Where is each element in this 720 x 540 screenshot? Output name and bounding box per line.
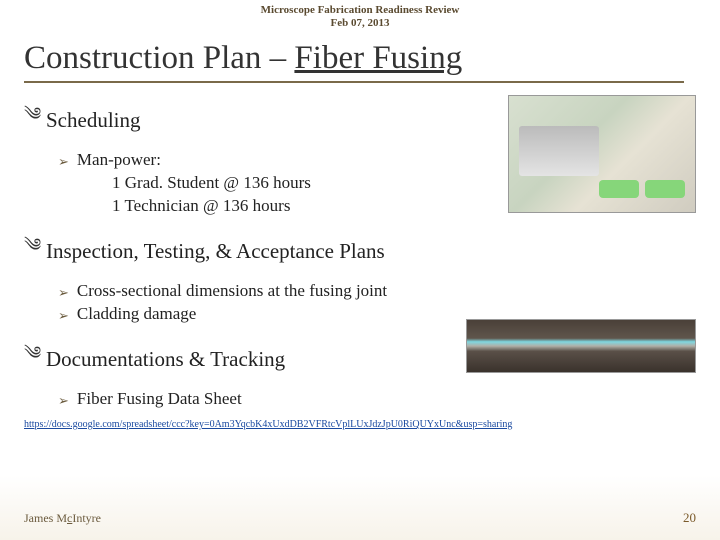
list-item: ➢ Fiber Fusing Data Sheet: [58, 388, 696, 411]
bullet-icon: ༄: [24, 226, 40, 276]
list-item: ➢ Cross-sectional dimensions at the fusi…: [58, 280, 696, 303]
chevron-icon: ➢: [58, 153, 69, 172]
item-label: Cross-sectional dimensions at the fusing…: [77, 280, 387, 303]
chevron-icon: ➢: [58, 284, 69, 303]
item-label: Man-power:: [77, 149, 161, 172]
author-pre: James M: [24, 511, 67, 525]
workbench-photo: [508, 95, 696, 213]
chevron-icon: ➢: [58, 307, 69, 326]
author-post: Intyre: [72, 511, 101, 525]
bullet-icon: ༄: [24, 95, 40, 145]
page-number: 20: [683, 510, 696, 526]
event-title: Microscope Fabrication Readiness Review: [24, 4, 696, 17]
footer-author: James McIntyre: [24, 511, 101, 526]
section-heading: Scheduling: [46, 108, 141, 133]
item-label: Fiber Fusing Data Sheet: [77, 388, 242, 411]
title-rule: [24, 81, 684, 83]
title-emphasis: Fiber Fusing: [294, 40, 462, 76]
header-meta: Microscope Fabrication Readiness Review …: [24, 4, 696, 30]
bullet-icon: ༄: [24, 334, 40, 384]
section-heading: Inspection, Testing, & Acceptance Plans: [46, 239, 385, 264]
slide: Microscope Fabrication Readiness Review …: [0, 0, 720, 540]
spreadsheet-link[interactable]: https://docs.google.com/spreadsheet/ccc?…: [24, 419, 696, 430]
event-date: Feb 07, 2013: [24, 17, 696, 30]
item-label: Cladding damage: [77, 303, 196, 326]
section-inspection: ༄ Inspection, Testing, & Acceptance Plan…: [24, 226, 696, 276]
content-area: ༄ Scheduling ➢ Man-power: 1 Grad. Studen…: [24, 95, 696, 430]
docs-list: ➢ Fiber Fusing Data Sheet: [58, 388, 696, 411]
fiber-closeup-photo: [466, 319, 696, 373]
section-heading: Documentations & Tracking: [46, 347, 285, 372]
chevron-icon: ➢: [58, 392, 69, 411]
title-prefix: Construction Plan –: [24, 40, 294, 76]
page-title: Construction Plan – Fiber Fusing: [24, 40, 696, 77]
